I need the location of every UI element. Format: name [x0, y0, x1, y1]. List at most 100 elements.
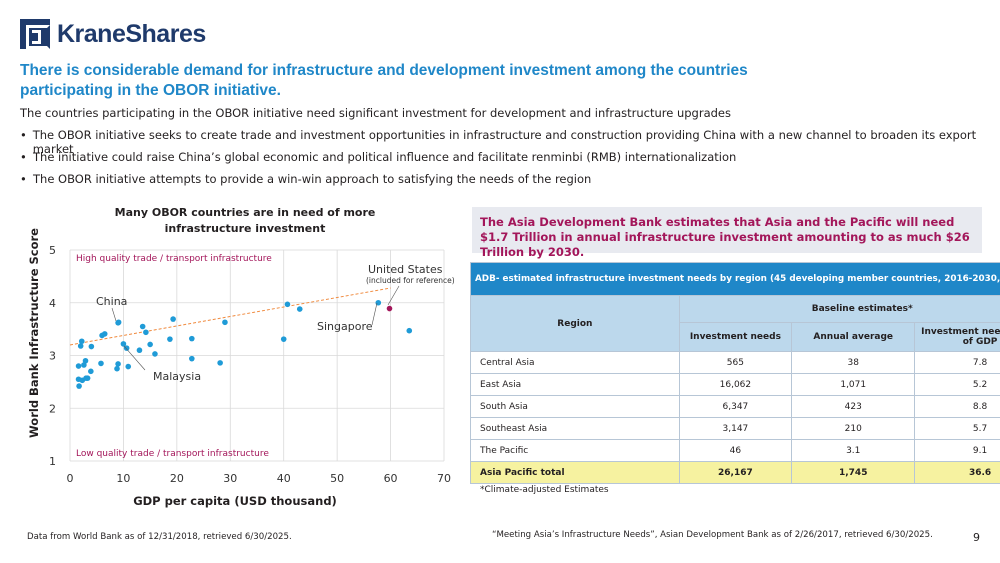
data-point: [81, 362, 87, 368]
bullet-list: • The OBOR initiative seeks to create tra…: [20, 128, 1000, 194]
malaysia-leader-line: [123, 345, 146, 371]
data-point: [75, 363, 82, 369]
china-leader-line: [111, 307, 117, 322]
source-note-world-bank: Data from World Bank as of 12/31/2018, r…: [27, 532, 292, 542]
x-tick-label: 30: [223, 472, 237, 485]
bullet-dot-icon: •: [20, 150, 27, 164]
data-point: [120, 341, 127, 347]
data-point: [222, 319, 228, 326]
data-point: [189, 355, 195, 362]
x-tick-label: 10: [116, 472, 130, 485]
low-quality-label: Low quality trade / transport infrastruc…: [76, 449, 269, 459]
us-annotation: United States: [368, 263, 443, 276]
data-point: [78, 338, 85, 345]
annual-cell: 423: [790, 395, 916, 418]
data-point: [217, 360, 223, 366]
y-tick-label: 5: [49, 244, 56, 257]
data-points: [75, 299, 413, 389]
data-point: [76, 383, 82, 389]
data-point: [167, 336, 173, 342]
data-point: [114, 365, 120, 372]
table-row: Southeast Asia 3,147 210 5.7: [470, 417, 1000, 440]
y-tick-label: 1: [49, 455, 56, 468]
table-total-row: Asia Pacific total 26,167 1,745 36.6: [470, 461, 1000, 484]
data-point: [147, 341, 153, 348]
needs-cell: 6,347: [678, 395, 793, 418]
data-point: [296, 306, 303, 312]
table-title: ADB- estimated infrastructure investment…: [470, 262, 1000, 296]
data-point: [280, 336, 287, 342]
col-header-needs: Investment needs: [678, 321, 793, 353]
data-point: [170, 316, 176, 322]
needs-cell: 3,147: [678, 417, 793, 440]
annual-cell: 210: [790, 417, 916, 440]
source-note-adb: “Meeting Asia’s Infrastructure Needs”, A…: [492, 530, 933, 540]
page-number: 9: [973, 531, 980, 544]
data-point: [123, 345, 130, 351]
data-point: [115, 361, 121, 367]
brand-name: KraneShares: [57, 19, 206, 48]
us-leader-line: [387, 285, 400, 306]
data-point: [284, 301, 291, 308]
baseline-header: Baseline estimates*: [678, 295, 1000, 323]
table-row: The Pacific 46 3.1 9.1: [470, 439, 1000, 462]
bullet-text: The OBOR initiative attempts to provide …: [33, 172, 592, 186]
x-axis-label: GDP per capita (USD thousand): [133, 494, 337, 508]
pct-cell: 36.6: [914, 461, 1000, 484]
data-point: [77, 343, 84, 349]
x-tick-label: 20: [170, 472, 184, 485]
x-tick-label: 70: [437, 472, 451, 485]
x-tick-label: 60: [384, 472, 398, 485]
x-tick-label: 40: [277, 472, 291, 485]
table-row: East Asia 16,062 1,071 5.2: [470, 373, 1000, 396]
table-subheader-row: Investment needs Annual average Investme…: [471, 321, 1000, 353]
region-cell: Asia Pacific total: [470, 461, 680, 484]
malaysia-annotation: Malaysia: [153, 370, 201, 383]
data-point: [98, 360, 104, 367]
region-cell: Central Asia: [470, 351, 680, 374]
singapore-annotation: Singapore: [317, 320, 373, 333]
us-data-point: [386, 305, 393, 312]
needs-cell: 16,062: [678, 373, 793, 396]
region-cell: South Asia: [470, 395, 680, 418]
region-cell: Southeast Asia: [470, 417, 680, 440]
pct-cell: 5.2: [914, 373, 1000, 396]
table-header-row: Region Baseline estimates*: [470, 295, 1000, 352]
bullet-text: The OBOR initiative seeks to create trad…: [32, 128, 977, 156]
y-tick-label: 4: [49, 297, 56, 310]
data-point: [139, 323, 146, 330]
adb-summary-box: The Asia Development Bank estimates that…: [472, 207, 982, 259]
needs-cell: 46: [678, 439, 793, 462]
data-point: [88, 368, 94, 375]
trend-line: [69, 287, 391, 346]
krane-logo-icon: [20, 19, 50, 49]
china-annotation: China: [96, 295, 127, 308]
data-point: [101, 331, 108, 337]
data-point: [115, 319, 122, 326]
chart-title: Many OBOR countries are in need of more …: [114, 206, 376, 235]
table-title-row: ADB- estimated infrastructure investment…: [470, 262, 1000, 296]
adb-investment-table: ADB- estimated infrastructure investment…: [470, 262, 1000, 484]
pct-cell: 7.8: [914, 351, 1000, 374]
bullet-dot-icon: •: [20, 172, 27, 186]
annual-cell: 1,071: [790, 373, 916, 396]
data-point: [189, 335, 195, 342]
pct-cell: 5.7: [914, 417, 1000, 440]
region-cell: The Pacific: [470, 439, 680, 462]
singapore-leader-line: [371, 302, 378, 326]
data-point: [82, 357, 89, 364]
annual-cell: 3.1: [790, 439, 916, 462]
table-row: Central Asia 565 38 7.8: [470, 351, 1000, 374]
chart-annotations: United States (included for reference) C…: [96, 263, 455, 383]
col-header-pct: Investment needs as % of GDP: [914, 321, 1000, 353]
data-point: [125, 363, 132, 370]
bullet-item: • The OBOR initiative attempts to provide…: [20, 172, 1000, 194]
x-tick-label: 0: [67, 472, 74, 485]
data-point: [406, 327, 413, 334]
table-footnote: *Climate-adjusted Estimates: [480, 485, 609, 495]
pct-cell: 9.1: [914, 439, 1000, 462]
high-quality-label: High quality trade / transport infrastru…: [76, 254, 272, 264]
adb-table-container: ADB- estimated infrastructure investment…: [470, 262, 1000, 484]
